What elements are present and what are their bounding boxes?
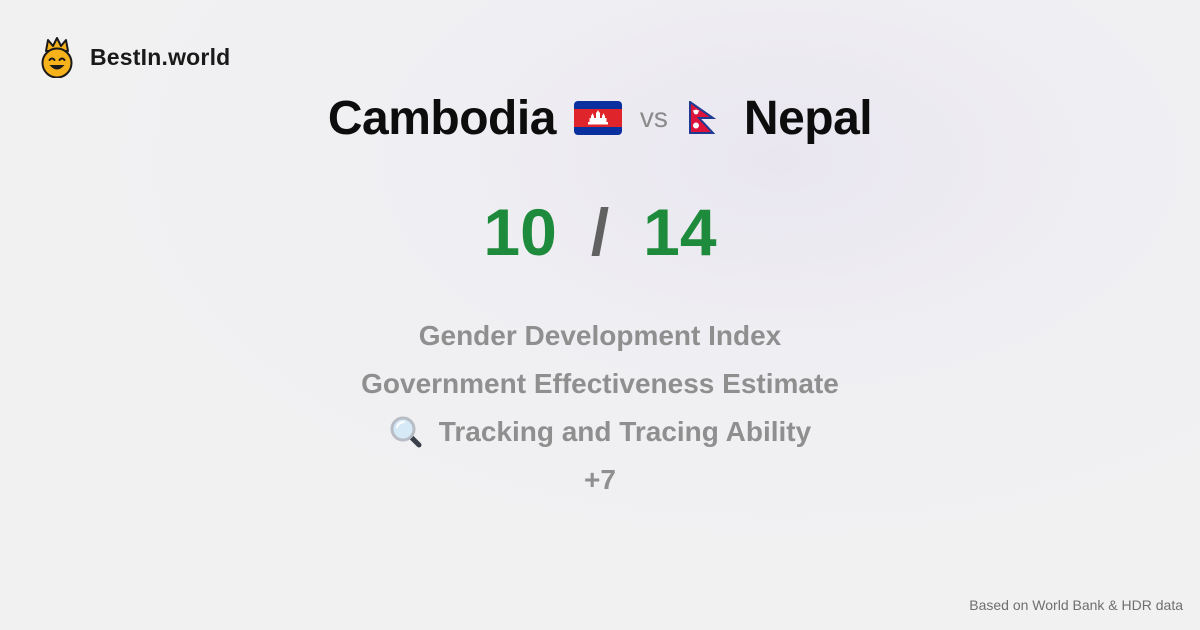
metric-item[interactable]: Tracking and Tracing Ability — [0, 408, 1200, 456]
score-separator: / — [590, 195, 610, 269]
metric-label: Tracking and Tracing Ability — [438, 416, 812, 447]
country-a-name[interactable]: Cambodia — [327, 91, 557, 145]
score-summary: 10 / 14 — [0, 194, 1200, 270]
country-b-name[interactable]: Nepal — [743, 91, 873, 145]
score-a: 10 — [483, 195, 557, 269]
magnifying-glass-icon — [390, 416, 422, 448]
metric-label: Gender Development Index — [418, 320, 782, 351]
nepal-flag-icon — [688, 101, 716, 134]
data-source-note: Based on World Bank & HDR data — [969, 597, 1183, 613]
brand[interactable]: BestIn.world — [38, 36, 230, 78]
metric-item[interactable]: Government Effectiveness Estimate — [0, 360, 1200, 408]
cambodia-flag-icon — [573, 101, 622, 135]
metric-item[interactable]: Gender Development Index — [0, 312, 1200, 360]
score-b: 14 — [643, 195, 717, 269]
comparison-title: Cambodia vs Nepal — [0, 88, 1200, 148]
brand-name: BestIn.world — [90, 43, 231, 70]
more-metrics-count[interactable]: +7 — [584, 464, 616, 495]
metrics-list: Gender Development Index Government Effe… — [0, 312, 1200, 504]
metric-label: Government Effectiveness Estimate — [361, 368, 839, 399]
vs-label: vs — [639, 102, 668, 133]
crowned-smiley-icon — [41, 37, 73, 78]
